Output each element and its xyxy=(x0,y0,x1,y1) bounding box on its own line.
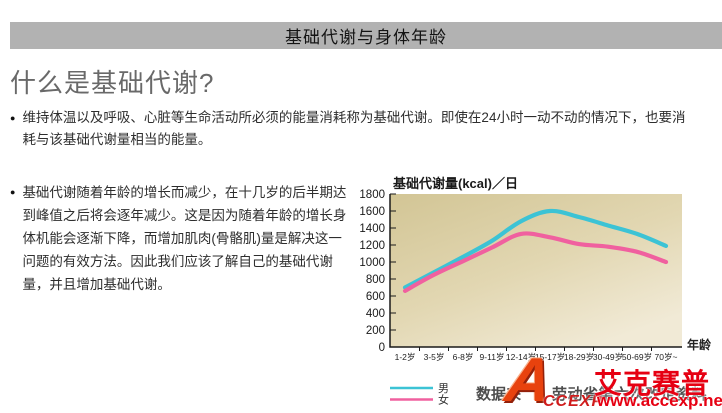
bullet-marker-icon: ● xyxy=(10,187,16,197)
y-tick-label: 600 xyxy=(366,291,385,303)
y-tick-label: 0 xyxy=(379,342,385,354)
legend-label-1: 女 xyxy=(438,393,449,407)
x-tick-label: 70岁~ xyxy=(655,352,678,362)
x-tick-label: 12-14岁 xyxy=(506,352,536,362)
bullet-text: 基础代谢随着年龄的增长而减少，在十几岁的后半期达到峰值之后将会逐年减少。这是因为… xyxy=(22,185,347,292)
chart-title: 基础代谢量(kcal)／日 xyxy=(392,176,518,191)
x-tick-label: 50-69岁 xyxy=(622,352,652,362)
y-tick-label: 1400 xyxy=(359,223,385,235)
data-source-text: 数据来 xyxy=(476,386,522,403)
page-title-bar: 基础代谢与身体年龄 xyxy=(10,22,722,49)
bullet-text: 维持体温以及呼吸、心脏等生命活动所必须的能量消耗称为基础代谢。即使在24小时一动… xyxy=(22,110,686,147)
page-title: 基础代谢与身体年龄 xyxy=(285,28,447,47)
series-line-1 xyxy=(402,231,669,293)
x-tick-label: 9-11岁 xyxy=(480,352,505,362)
y-tick-label: 1600 xyxy=(359,206,385,218)
x-tick-label: 30-49岁 xyxy=(593,352,623,362)
data-source-text: 劳动省第六次改定资料 xyxy=(552,386,708,403)
chart-axes xyxy=(389,194,682,348)
bullet-marker-icon: ● xyxy=(10,113,16,123)
x-tick-label: 1-2岁 xyxy=(395,352,416,362)
bullet-item: ● 基础代谢随着年龄的增长而减少，在十几岁的后半期达到峰值之后将会逐年减少。这是… xyxy=(10,181,358,296)
y-tick-label: 1800 xyxy=(359,189,385,201)
y-tick-label: 800 xyxy=(366,274,385,286)
bullet-item: ● 维持体温以及呼吸、心脏等生命活动所必须的能量消耗称为基础代谢。即使在24小时… xyxy=(10,107,710,151)
x-tick-label: 6-8岁 xyxy=(453,352,474,362)
x-tick-label: 18-29岁 xyxy=(564,352,594,362)
watermark-brand-name: 艾克赛普 xyxy=(594,368,711,399)
legend-label-0: 男 xyxy=(438,383,449,395)
watermark-url: www.accexp.net xyxy=(597,391,722,410)
section-heading: 什么是基础代谢? xyxy=(10,68,215,98)
y-tick-label: 400 xyxy=(366,308,385,320)
watermark-logo-text: CCEXP xyxy=(543,393,604,410)
y-tick-label: 200 xyxy=(366,325,385,337)
y-tick-label: 1000 xyxy=(359,257,385,269)
x-axis-label: 年龄 xyxy=(687,337,712,352)
y-tick-label: 1200 xyxy=(359,240,385,252)
series-line-0 xyxy=(402,208,669,290)
x-tick-label: 15-17岁 xyxy=(535,352,565,362)
x-tick-label: 3-5岁 xyxy=(424,352,445,362)
basal-metabolism-chart: 基础代谢量(kcal)／日 0 200 400 600 800 1000 1200 1400 16… xyxy=(359,176,712,407)
